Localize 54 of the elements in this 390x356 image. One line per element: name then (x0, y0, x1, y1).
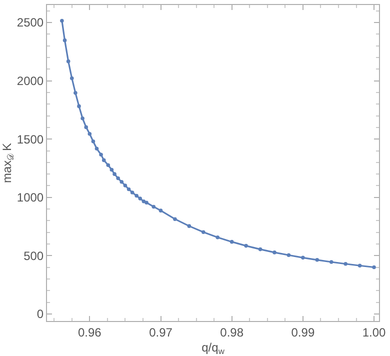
point (138, 196, 142, 200)
point (88, 132, 92, 136)
point (66, 59, 70, 64)
point (74, 91, 78, 95)
point (158, 208, 163, 212)
x-tick-label: 0.98 (220, 325, 244, 340)
point (372, 265, 376, 270)
point (120, 180, 124, 184)
y-tick-label: 0 (36, 307, 44, 322)
point (110, 168, 114, 172)
point (230, 240, 234, 244)
point (258, 247, 262, 252)
point (329, 260, 334, 264)
point (144, 200, 148, 205)
x-tick-label: 1.00 (362, 325, 386, 340)
point (94, 146, 99, 151)
point (116, 176, 120, 180)
y-tick-label: 500 (24, 248, 44, 263)
point (102, 158, 106, 162)
point (80, 116, 84, 120)
point (84, 125, 88, 130)
point (60, 18, 64, 23)
point (99, 152, 103, 156)
y-tick-label: 1500 (16, 132, 44, 146)
point (344, 262, 348, 266)
point (216, 235, 220, 240)
x-tick-label: 0.97 (149, 325, 173, 340)
point (358, 264, 362, 268)
point (202, 230, 206, 234)
point (187, 224, 192, 228)
y-tick-label: 1000 (16, 190, 44, 205)
x-axis-title: q/q$_{w}$ (202, 340, 226, 356)
y-tick-label: 2000 (16, 74, 44, 88)
point (173, 217, 177, 221)
point (301, 256, 305, 260)
point (130, 190, 134, 194)
point (126, 187, 131, 192)
y-tick-label: 2500 (16, 16, 44, 30)
point (286, 253, 291, 258)
x-tick-label: 0.96 (78, 325, 102, 340)
point (142, 199, 146, 204)
point (134, 194, 138, 198)
point (244, 244, 248, 248)
point (123, 184, 128, 188)
point (91, 140, 96, 144)
point (315, 258, 320, 262)
point (62, 38, 67, 42)
point (272, 250, 276, 254)
point (77, 104, 81, 108)
point (152, 204, 156, 209)
point (106, 163, 110, 167)
point (70, 76, 74, 80)
x-tick-label: 0.99 (291, 325, 315, 340)
point (112, 172, 116, 176)
